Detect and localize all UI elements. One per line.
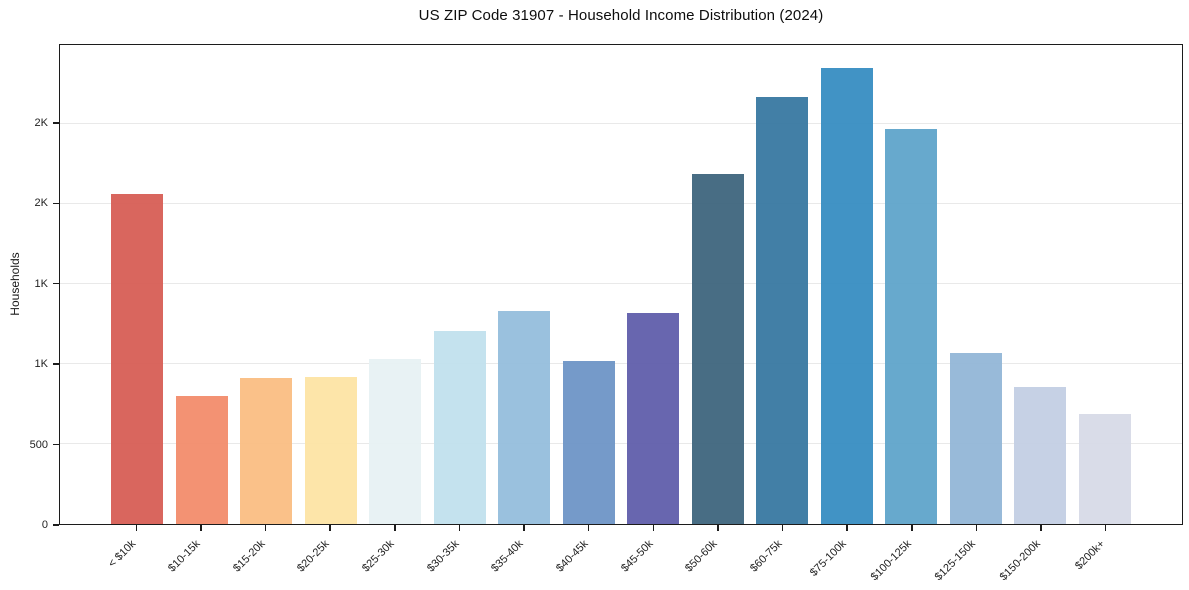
x-tick-label: $30-35k [424,537,462,575]
x-tick-label: $15-20k [230,537,268,575]
gridline [60,442,1182,444]
plot-area [59,44,1183,525]
x-tick-mark [652,525,654,531]
x-tick-mark [458,525,461,531]
bar-slot [234,45,299,524]
x-tick-mark [329,525,331,531]
bar-slot [750,45,815,524]
x-tick-mark [135,525,137,531]
x-tick-label: $10-15k [166,537,203,575]
bar [820,68,873,524]
bar-slot [299,45,364,524]
gridline [60,122,1182,124]
y-tick-mark [53,202,59,204]
bar-slot [944,45,1009,524]
x-tick-label: $100-125k [868,537,914,584]
gridline [60,202,1182,204]
x-tick-label: < $10k [106,537,139,570]
bar [240,378,293,524]
x-tick-label: $60-75k [747,537,785,575]
y-tick-label: 2K [34,116,48,129]
bar-series [60,45,1182,524]
y-tick-label: 2K [34,197,48,210]
bar-slot [428,45,493,524]
bar-slot [170,45,235,524]
bar-slot [1073,45,1138,524]
x-tick-mark [1104,525,1107,531]
y-tick-label: 0 [41,519,48,531]
bar [369,359,422,524]
bar-slot [105,45,170,524]
x-tick-label: $150-200k [997,537,1043,584]
x-tick-mark [1040,525,1042,531]
x-tick-label: $35-40k [489,537,526,575]
bar [885,129,938,524]
bar-slot [492,45,557,524]
x-tick-label: $200k+ [1073,537,1108,573]
y-axis-label: Households [8,252,22,316]
bar [111,194,164,524]
bar-slot [815,45,880,524]
bar [562,361,615,524]
gridline [60,362,1182,364]
chart-title: US ZIP Code 31907 - Household Income Dis… [418,7,824,24]
bar [1078,414,1131,524]
bar [627,312,680,524]
x-tick-mark [264,525,267,531]
gridline [60,282,1182,284]
bar-slot [686,45,751,524]
x-tick-mark [975,525,978,531]
bar-slot [557,45,622,524]
x-tick-mark [394,525,396,531]
bar-slot [879,45,944,524]
bar [175,395,228,524]
x-tick-mark [200,525,202,531]
y-tick-mark [53,443,59,446]
x-tick-label: $20-25k [295,537,333,575]
y-tick-mark [53,363,59,365]
x-tick-mark [523,525,525,531]
y-tick-mark [53,282,59,285]
x-tick-mark [587,525,590,531]
bar [304,376,357,524]
bar [498,310,551,524]
y-tick-label: 1K [34,277,48,290]
bar-slot [1008,45,1073,524]
bar [949,352,1002,524]
x-tick-mark [846,525,848,531]
x-tick-mark [911,525,913,531]
bar [433,330,486,524]
x-tick-label: $25-30k [360,537,397,575]
bar-slot [621,45,686,524]
x-tick-mark [781,525,784,531]
x-tick-mark [717,525,719,531]
y-tick-mark [53,524,59,526]
bar [691,173,744,524]
bar-slot [363,45,428,524]
bar [756,97,809,524]
x-tick-label: $40-45k [553,537,591,575]
y-tick-label: 1K [34,358,48,371]
y-tick-label: 500 [29,438,48,451]
x-tick-label: $50-60k [683,537,720,575]
x-tick-label: $75-100k [808,537,850,579]
bar [1014,387,1067,524]
x-tick-label: $45-50k [618,537,656,575]
y-tick-mark [53,122,59,124]
x-tick-label: $125-150k [933,537,979,584]
